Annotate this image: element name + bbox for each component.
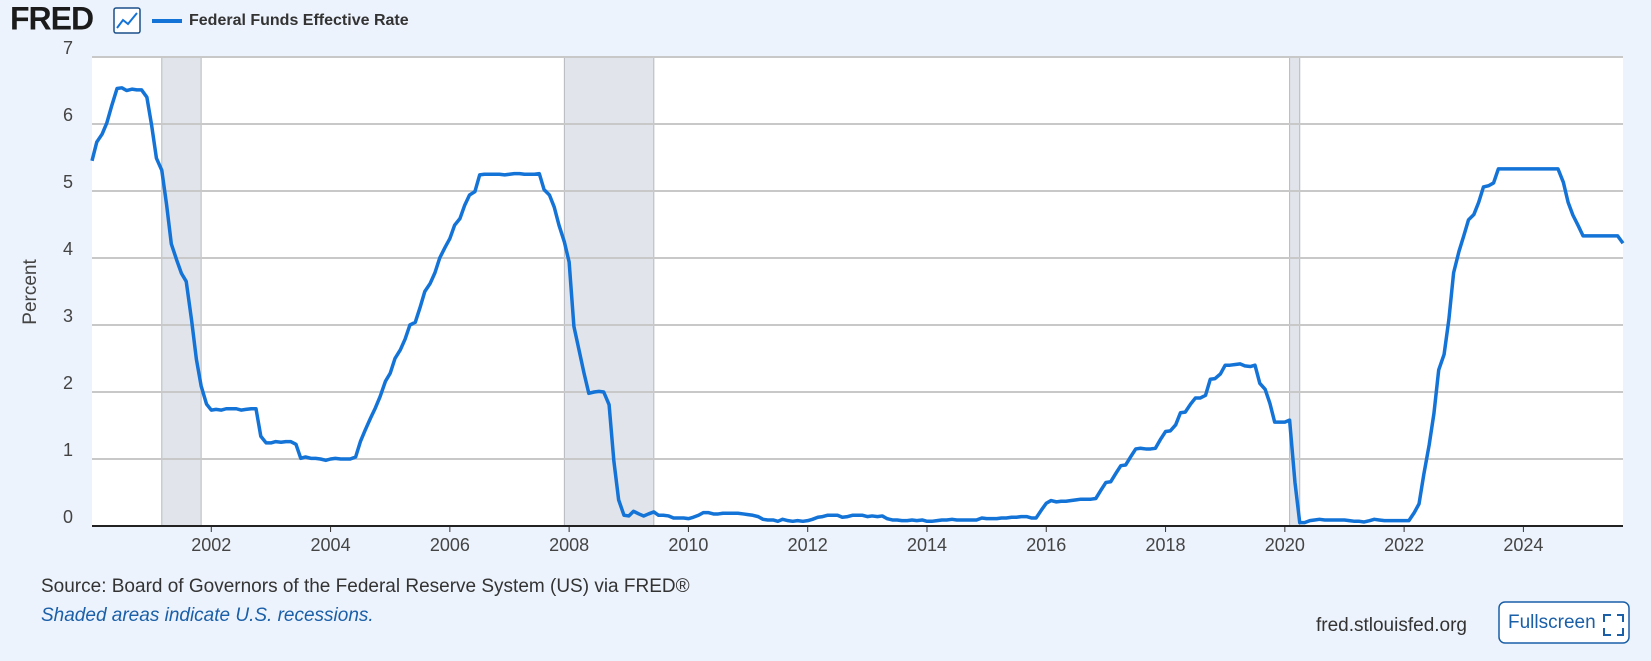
- plot-area: [92, 57, 1623, 526]
- x-tick-label: 2018: [1146, 535, 1186, 555]
- y-tick-label: 5: [63, 172, 73, 192]
- button-label[interactable]: Fullscreen: [1508, 612, 1596, 633]
- x-tick-label: 2010: [668, 535, 708, 555]
- logo-icon: [113, 7, 141, 34]
- legend-label: Federal Funds Effective Rate: [189, 12, 409, 29]
- x-tick-label: 2016: [1026, 535, 1066, 555]
- x-tick-label: 2014: [907, 535, 947, 555]
- source: Source: Board of Governors of the Federa…: [41, 576, 690, 597]
- y-tick-label: 2: [63, 373, 73, 393]
- logo: FRED: [10, 0, 93, 36]
- x-tick-label: 2022: [1384, 535, 1424, 555]
- x-tick-label: 2020: [1265, 535, 1305, 555]
- x-tick-label: 2002: [191, 535, 231, 555]
- x-tick-label: 2024: [1503, 535, 1543, 555]
- recession-band: [161, 56, 202, 527]
- y-tick-label: 0: [63, 507, 73, 527]
- x-tick-label: 2006: [430, 535, 470, 555]
- recession-band: [563, 56, 655, 527]
- x-tick-label: 2012: [788, 535, 828, 555]
- y-tick-label: 3: [63, 306, 73, 326]
- fullscreen-button[interactable]: Fullscreen: [1498, 601, 1630, 644]
- y-tick-label: 1: [63, 440, 73, 460]
- y-tick-label: 6: [63, 105, 73, 125]
- series-line: [90, 86, 1625, 525]
- x-tick-label: 2004: [311, 535, 351, 555]
- y-tick-label: 4: [63, 239, 73, 259]
- y-tick-label: 7: [63, 38, 73, 58]
- y-axis-label: Percent: [20, 259, 41, 325]
- site: fred.stlouisfed.org: [1316, 615, 1467, 636]
- x-tick-label: 2008: [549, 535, 589, 555]
- note: Shaded areas indicate U.S. recessions.: [41, 605, 374, 626]
